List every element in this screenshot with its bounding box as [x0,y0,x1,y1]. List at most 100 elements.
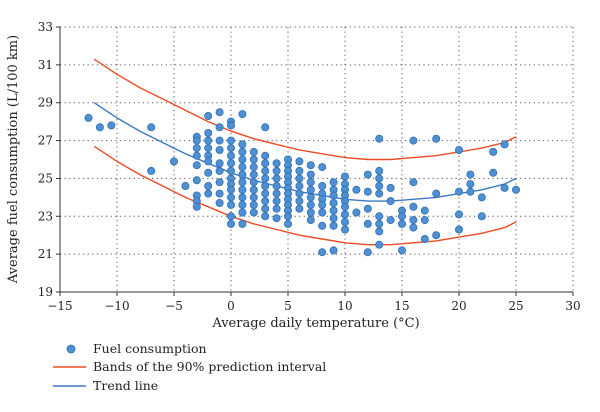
data-point [192,161,201,170]
data-point [375,174,384,183]
data-point [249,170,258,179]
data-point [454,210,463,219]
data-point [204,189,213,198]
data-point [283,212,292,221]
x-tick-label: 15 [394,299,409,313]
data-point [215,136,224,145]
data-point [272,181,281,190]
data-point [375,212,384,221]
data-point [272,214,281,223]
data-point [226,151,235,160]
data-point [409,202,418,211]
data-point [386,216,395,225]
data-point [375,134,384,143]
data-point [295,166,304,175]
data-point [249,155,258,164]
data-point [397,246,406,255]
data-point [306,208,315,217]
data-point [226,193,235,202]
data-point [261,159,270,168]
x-tick-label: −10 [104,299,129,313]
data-point [318,163,327,172]
data-point [215,108,224,117]
data-point [500,140,509,149]
data-point [238,170,247,179]
trend-line [93,102,517,202]
data-point [249,147,258,156]
data-point [306,170,315,179]
data-point [454,145,463,154]
data-point [272,159,281,168]
data-point [432,231,441,240]
data-point [215,166,224,175]
data-point [249,185,258,194]
axes: −15 −10 −5 0 5 10 15 20 25 30 19 21 23 25 27 29 31 33 [38,20,581,313]
x-tick-label: −15 [47,299,72,313]
data-point [261,212,270,221]
data-point [192,176,201,185]
x-tick-label: −5 [165,299,183,313]
data-point [272,197,281,206]
data-point [477,193,486,202]
legend-label-prediction-bands: Bands of the 90% prediction interval [93,359,326,374]
data-point [409,216,418,225]
data-point [238,219,247,228]
x-tick-label: 10 [337,299,352,313]
data-point [204,128,213,137]
data-points [84,108,521,257]
data-point [512,185,521,194]
x-tick-label: 30 [565,299,580,313]
data-point [147,166,156,175]
legend-label-fuel-consumption: Fuel consumption [93,341,207,356]
data-point [295,181,304,190]
data-point [363,170,372,179]
data-point [375,227,384,236]
data-point [363,248,372,257]
data-point [95,123,104,132]
data-point [238,147,247,156]
data-point [272,174,281,183]
data-point [238,140,247,149]
data-point [375,166,384,175]
y-tick-label: 29 [38,96,53,110]
data-point [352,185,361,194]
data-point [204,136,213,145]
data-point [261,181,270,190]
data-point [226,121,235,130]
data-point [295,197,304,206]
legend: Fuel consumption Bands of the 90% predic… [53,341,326,393]
data-point [261,166,270,175]
data-point [147,123,156,132]
data-point [329,221,338,230]
data-point [420,234,429,243]
data-point [192,202,201,211]
data-point [329,246,338,255]
data-point [306,178,315,187]
data-point [238,110,247,119]
y-tick-label: 27 [38,134,53,148]
data-point [238,163,247,172]
data-point [192,136,201,145]
data-point [306,200,315,209]
data-point [249,163,258,172]
legend-marker-fuel-consumption [66,344,76,354]
legend-label-trend-line: Trend line [93,378,158,393]
y-tick-label: 33 [38,20,53,34]
data-point [238,193,247,202]
data-point [261,174,270,183]
data-point [204,168,213,177]
data-point [261,123,270,132]
y-tick-label: 25 [38,171,53,185]
data-point [466,170,475,179]
data-point [238,185,247,194]
data-point [329,178,338,187]
data-point [226,159,235,168]
data-point [432,189,441,198]
data-point [375,219,384,228]
data-point [226,144,235,153]
data-point [215,145,224,154]
data-point [261,204,270,213]
data-point [226,136,235,145]
